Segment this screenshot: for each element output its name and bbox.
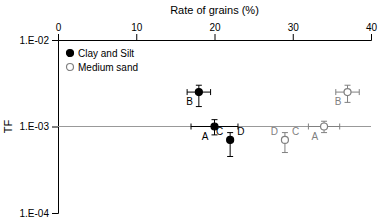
plot: 0 10 20 30 40 1.E-04 1.E-03 1.E-02 Rate of grain… xyxy=(2,4,377,219)
tick-label: 10 xyxy=(131,22,143,33)
tick-label: 0 xyxy=(56,22,62,33)
tick-label: 20 xyxy=(209,22,221,33)
legend-symbol xyxy=(67,50,74,57)
marks xyxy=(58,85,371,156)
y-error-bar xyxy=(345,85,351,102)
tick-mark xyxy=(52,40,58,41)
tick: 1.E-02 xyxy=(20,35,58,46)
legend-item: Medium sand xyxy=(67,62,139,73)
point-label: C xyxy=(216,126,223,137)
y-axis: 1.E-04 1.E-03 1.E-02 xyxy=(20,35,59,219)
tick: 0 xyxy=(56,22,62,40)
chart: 0 10 20 30 40 1.E-04 1.E-03 1.E-02 Rate of grain… xyxy=(0,0,387,223)
point-label: D xyxy=(271,126,278,137)
series xyxy=(281,85,359,152)
legend-label: Medium sand xyxy=(78,62,138,73)
tick-label: 1.E-03 xyxy=(20,121,50,132)
x-axis: 0 10 20 30 40 xyxy=(56,22,378,41)
y-axis-title: TF xyxy=(2,120,14,134)
y-error-bar xyxy=(227,133,233,157)
tick: 40 xyxy=(366,22,378,40)
tick: 1.E-03 xyxy=(20,121,58,132)
y-error-bar xyxy=(282,133,288,153)
tick-label: 1.E-02 xyxy=(20,35,50,46)
point xyxy=(321,123,328,130)
y-error-bar xyxy=(321,121,327,132)
legend: Clay and Silt Medium sand xyxy=(67,48,139,73)
point-label: D xyxy=(237,126,244,137)
y-error-bar xyxy=(196,85,202,106)
tick: 20 xyxy=(209,22,221,40)
point-labels: BACDBADC xyxy=(186,96,342,141)
point xyxy=(281,136,288,143)
point xyxy=(195,89,202,96)
tick: 30 xyxy=(288,22,300,40)
point xyxy=(344,89,351,96)
tick: 10 xyxy=(131,22,143,40)
tick-mark xyxy=(58,34,59,40)
tick-label: 40 xyxy=(366,22,378,33)
tick-mark xyxy=(52,127,58,128)
point-label: B xyxy=(335,96,342,107)
tick-mark xyxy=(293,34,294,40)
point-label: B xyxy=(186,96,193,107)
series xyxy=(187,85,238,156)
x-axis-title: Rate of grains (%) xyxy=(170,4,259,16)
x-error-bar xyxy=(187,89,210,95)
legend-label: Clay and Silt xyxy=(78,48,134,59)
tick-mark xyxy=(215,34,216,40)
axis-line xyxy=(52,41,59,214)
tick-mark xyxy=(52,213,58,214)
point-label: A xyxy=(202,131,209,142)
tick-label: 30 xyxy=(288,22,300,33)
legend-symbol xyxy=(67,64,74,71)
point xyxy=(227,136,234,143)
axis-line xyxy=(59,34,372,41)
legend-item: Clay and Silt xyxy=(67,48,135,59)
tick: 1.E-04 xyxy=(20,208,58,219)
x-error-bar xyxy=(336,89,359,95)
tick-label: 1.E-04 xyxy=(20,208,50,219)
tick-mark xyxy=(136,34,137,40)
point-label: A xyxy=(311,131,318,142)
tick-mark xyxy=(371,34,372,40)
x-error-bar xyxy=(191,124,238,130)
point-label: C xyxy=(292,126,299,137)
x-error-bar xyxy=(308,124,339,130)
